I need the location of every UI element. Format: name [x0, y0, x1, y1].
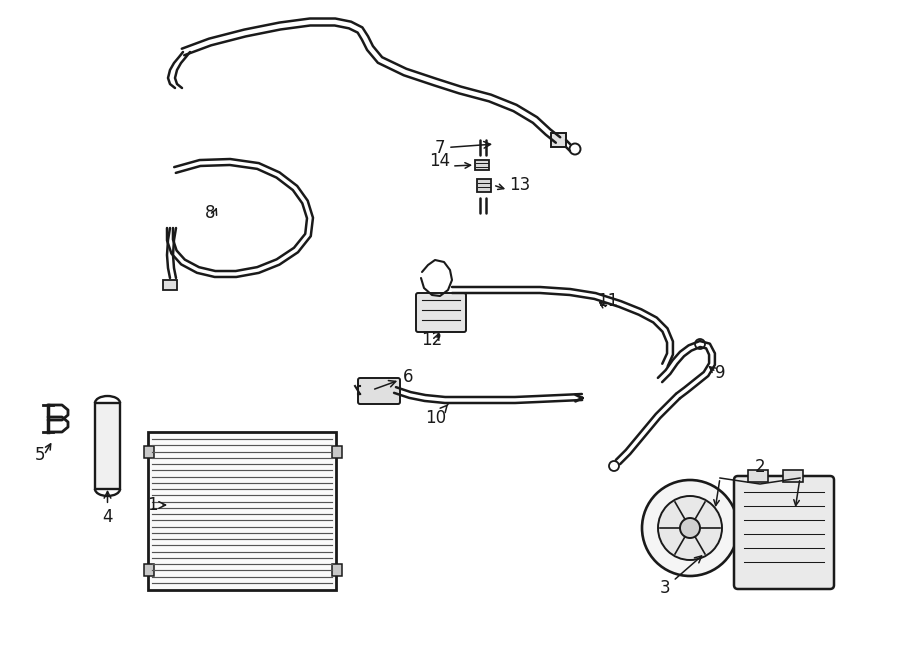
- Bar: [783, 470, 803, 482]
- Text: 12: 12: [421, 331, 443, 349]
- Text: 11: 11: [598, 292, 618, 310]
- FancyBboxPatch shape: [358, 378, 400, 404]
- Bar: [144, 446, 154, 458]
- Text: 5: 5: [35, 446, 45, 464]
- Text: 9: 9: [715, 364, 725, 382]
- Bar: [332, 446, 342, 458]
- Text: 10: 10: [426, 404, 448, 427]
- Bar: [144, 564, 154, 576]
- Text: 1: 1: [147, 496, 166, 514]
- Text: 3: 3: [660, 556, 702, 597]
- Circle shape: [680, 518, 700, 538]
- Text: 7: 7: [435, 139, 491, 157]
- Bar: [148, 432, 336, 590]
- Bar: [475, 160, 489, 170]
- Text: 8: 8: [205, 204, 215, 222]
- Circle shape: [642, 480, 738, 576]
- Bar: [477, 179, 491, 192]
- Text: 4: 4: [103, 492, 112, 526]
- Bar: [748, 470, 768, 482]
- Text: 6: 6: [374, 368, 413, 389]
- Text: 14: 14: [429, 152, 451, 170]
- Bar: [551, 133, 566, 147]
- FancyBboxPatch shape: [734, 476, 834, 589]
- Bar: [95, 403, 120, 489]
- FancyBboxPatch shape: [416, 293, 466, 332]
- Text: 2: 2: [755, 458, 765, 476]
- Bar: [163, 280, 177, 290]
- Bar: [332, 564, 342, 576]
- Circle shape: [658, 496, 722, 560]
- Text: 13: 13: [509, 176, 531, 194]
